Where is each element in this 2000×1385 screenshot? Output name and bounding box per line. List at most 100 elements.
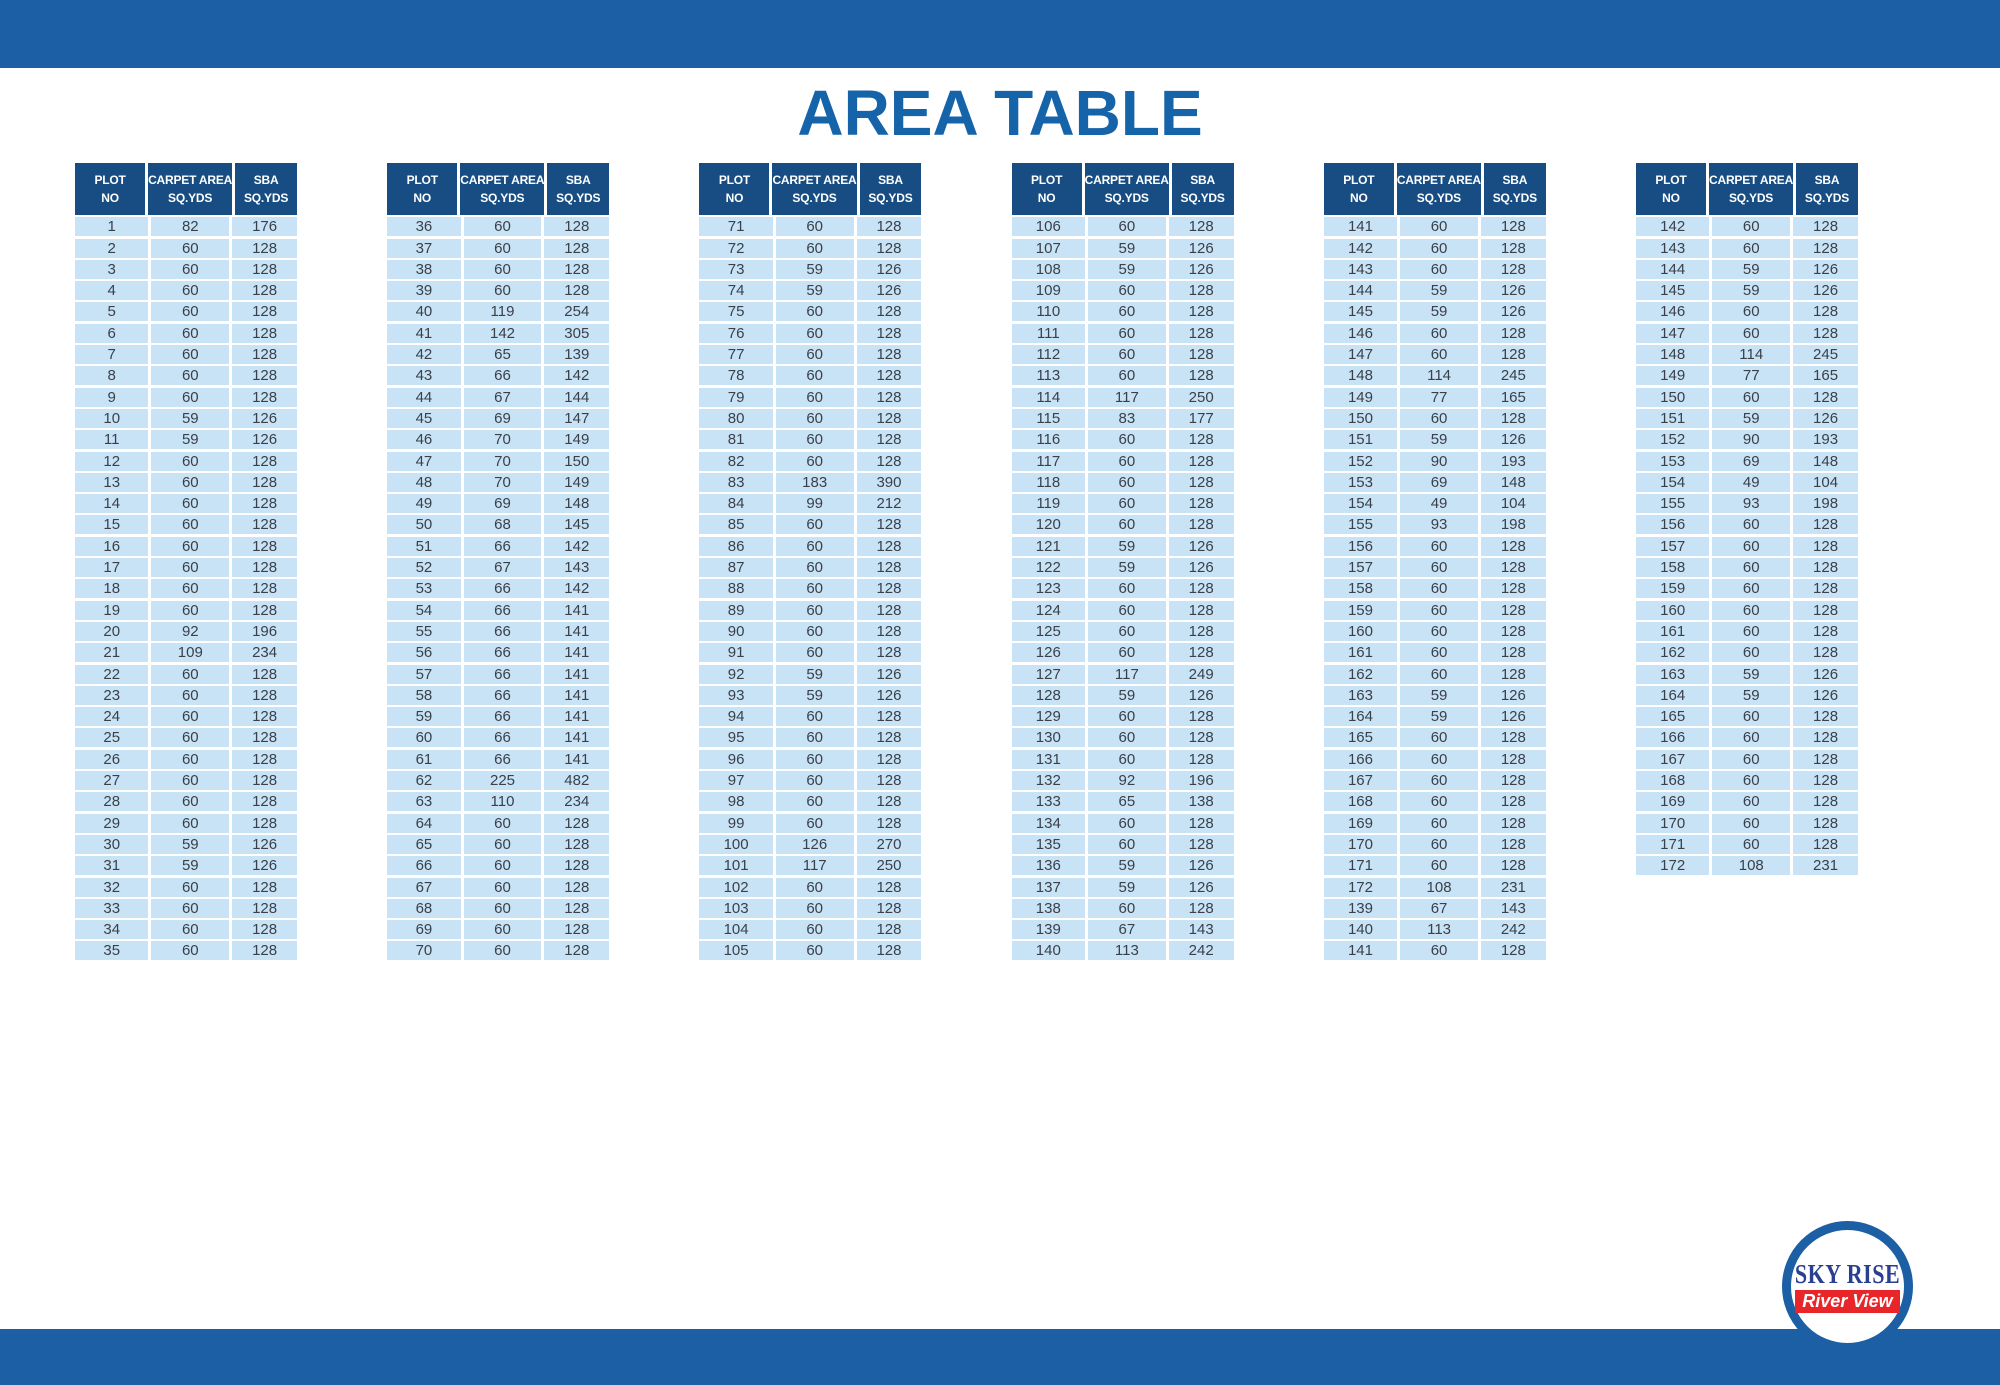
plot-no-cell: 157 [1323,558,1398,578]
sba-cell: 165 [1793,366,1858,386]
table-row: 77 60 128 [699,345,922,365]
sba-cell: 128 [544,941,610,961]
carpet-area-cell: 60 [775,217,854,237]
sba-cell: 128 [1793,621,1858,641]
sba-cell: 245 [1480,366,1546,386]
carpet-area-cell: 60 [1088,323,1166,343]
table-row: 162 60 128 [1635,643,1858,663]
plot-no-cell: 132 [1011,771,1085,791]
plot-no-cell: 110 [1011,302,1085,322]
carpet-area-cell: 60 [151,345,230,365]
sba-cell: 165 [1480,387,1546,407]
table-row: 23 60 128 [75,685,297,705]
carpet-area-cell: 142 [463,323,542,343]
sba-cell: 128 [232,536,297,556]
table-row: 167 60 128 [1635,749,1858,769]
plot-no-cell: 97 [699,771,773,791]
sba-cell: 128 [1168,472,1234,492]
plot-no-cell: 8 [75,366,149,386]
plot-no-cell: 151 [1635,408,1710,428]
sba-cell: 142 [544,536,610,556]
carpet-area-cell: 60 [1712,515,1791,535]
plot-no-cell: 33 [75,898,149,918]
table-header: PLOT NO CARPET AREA SQ.YDS SBA SQ.YDS [1635,163,1858,215]
sba-cell: 126 [856,281,922,301]
plot-no-cell: 127 [1011,664,1085,684]
carpet-area-cell: 60 [151,600,230,620]
plot-no-cell: 57 [387,664,461,684]
carpet-area-cell: 114 [1712,345,1791,365]
sba-cell: 128 [1793,238,1858,258]
sba-cell: 128 [544,259,610,279]
plot-no-cell: 6 [75,323,149,343]
table-row: 138 60 128 [1011,898,1234,918]
table-row: 106 60 128 [1011,217,1234,237]
sba-cell: 128 [1168,451,1234,471]
sba-cell: 177 [1168,408,1234,428]
table-row: 166 60 128 [1323,749,1546,769]
sba-cell: 149 [544,472,610,492]
sba-cell: 128 [232,600,297,620]
table-row: 151 59 126 [1323,430,1546,450]
table-row: 75 60 128 [699,302,922,322]
sba-cell: 128 [1793,834,1858,854]
carpet-area-cell: 60 [1400,749,1478,769]
table-row: 25 60 128 [75,728,297,748]
table-row: 9 60 128 [75,387,297,407]
carpet-area-cell: 60 [1400,643,1478,663]
table-row: 64 60 128 [387,813,610,833]
carpet-area-cell: 60 [151,685,230,705]
carpet-area-cell: 60 [463,856,542,876]
table-row: 33 60 128 [75,898,297,918]
table-row: 3 60 128 [75,259,297,279]
carpet-area-cell: 60 [775,792,854,812]
plot-no-cell: 40 [387,302,461,322]
sba-cell: 128 [1480,600,1546,620]
plot-no-cell: 83 [699,472,773,492]
table-row: 19 60 128 [75,600,297,620]
carpet-area-cell: 60 [775,707,854,727]
sba-cell: 196 [1168,771,1234,791]
table-row: 103 60 128 [699,898,922,918]
tables-row: PLOT NO CARPET AREA SQ.YDS SBA SQ.YDS 1 82 176 2 6… [75,163,1858,963]
sba-cell: 126 [1168,536,1234,556]
carpet-area-cell: 60 [1400,664,1478,684]
sba-cell: 234 [544,792,610,812]
table-row: 148 114 245 [1635,345,1858,365]
table-row: 87 60 128 [699,558,922,578]
plot-no-cell: 49 [387,494,461,514]
bottom-banner-bar [0,1329,2000,1385]
plot-no-cell: 77 [699,345,773,365]
carpet-area-cell: 60 [151,792,230,812]
plot-no-cell: 111 [1011,323,1085,343]
sba-cell: 128 [1168,749,1234,769]
carpet-area-cell: 119 [463,302,542,322]
plot-no-cell: 64 [387,813,461,833]
table-row: 38 60 128 [387,259,610,279]
carpet-area-cell: 60 [1088,345,1166,365]
plot-no-cell: 92 [699,664,773,684]
carpet-area-cell: 113 [1088,941,1166,961]
carpet-area-cell: 60 [151,302,230,322]
table-row: 171 60 128 [1323,856,1546,876]
plot-no-cell: 39 [387,281,461,301]
carpet-area-cell: 66 [463,366,542,386]
plot-no-cell: 143 [1323,259,1398,279]
plot-no-cell: 170 [1635,813,1710,833]
plot-no-cell: 162 [1323,664,1398,684]
sba-cell: 128 [1793,387,1858,407]
table-row: 76 60 128 [699,323,922,343]
table-row: 141 60 128 [1323,217,1546,237]
plot-no-cell: 133 [1011,792,1085,812]
table-row: 34 60 128 [75,920,297,940]
sba-cell: 250 [856,856,922,876]
sba-cell: 198 [1480,515,1546,535]
carpet-area-cell: 83 [1088,408,1166,428]
plot-no-cell: 21 [75,643,149,663]
plot-no-cell: 154 [1635,472,1710,492]
carpet-area-cell: 60 [1400,536,1478,556]
table-row: 170 60 128 [1635,813,1858,833]
sba-cell: 128 [856,323,922,343]
carpet-area-cell: 60 [151,366,230,386]
header-plot-no: PLOT NO [699,163,770,215]
